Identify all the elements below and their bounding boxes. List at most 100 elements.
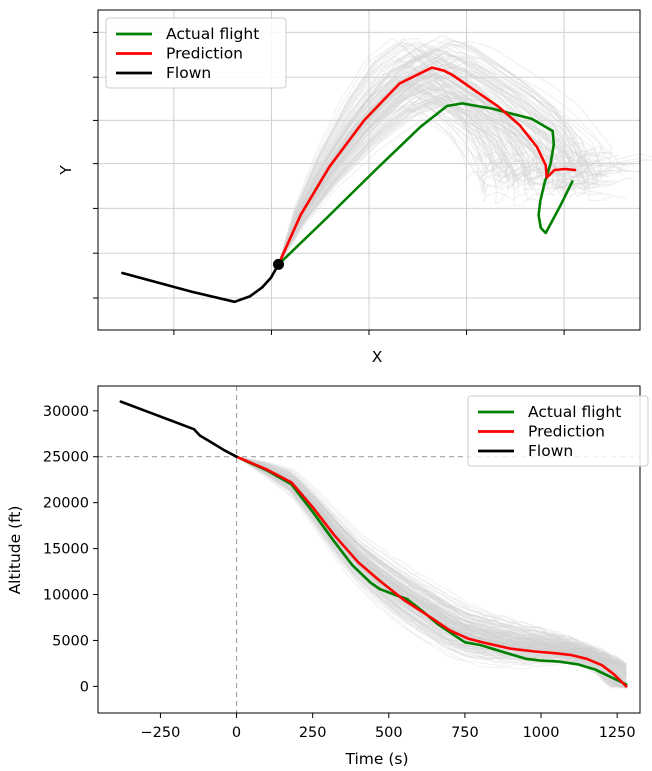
- bottom-ensemble-trajectory: [236, 456, 627, 666]
- bottom-ensemble-trajectory: [236, 456, 627, 668]
- bottom-ensemble-trajectory: [236, 456, 627, 679]
- top-ensemble-trajectory: [277, 48, 514, 265]
- top-series-flown: [121, 263, 280, 304]
- bottom-ensemble-trajectory: [236, 456, 627, 668]
- bottom-x-tick-label-2: 250: [299, 725, 327, 741]
- bottom-ensemble-trajectory: [236, 456, 627, 685]
- top-ensemble-trajectory: [278, 91, 617, 265]
- top-ensemble-trajectory: [277, 38, 603, 265]
- top-legend-label-prediction: Prediction: [166, 45, 243, 63]
- top-ensemble-trajectory: [277, 38, 509, 265]
- top-ensemble-trajectory: [277, 44, 604, 265]
- bottom-ensemble-trajectory: [236, 456, 627, 665]
- top-ensemble-trajectory: [277, 43, 619, 265]
- bottom-ensemble-trajectory: [236, 456, 627, 688]
- bottom-ensemble-trajectory: [236, 456, 627, 686]
- top-ensemble-trajectory: [277, 54, 566, 265]
- bottom-x-tick-label-4: 750: [451, 725, 479, 741]
- top-ensemble-trajectory: [277, 78, 520, 265]
- top-ensemble-trajectory: [278, 101, 578, 265]
- top-ensemble-trajectory: [278, 86, 572, 265]
- top-ensemble-trajectory: [277, 38, 523, 265]
- bottom-ensemble-trajectory: [236, 456, 627, 666]
- top-ensemble-trajectory: [278, 67, 641, 265]
- bottom-ensemble-trajectory: [236, 456, 627, 668]
- bottom-ensemble-trajectory: [236, 456, 627, 668]
- bottom-series-prediction: [235, 455, 628, 688]
- bottom-ensemble-trajectory: [236, 456, 627, 688]
- top-ensemble-trajectory: [277, 82, 520, 265]
- bottom-ensemble-trajectory: [236, 456, 627, 671]
- bottom-x-tick-label-0: −250: [141, 725, 181, 741]
- bottom-ensemble-trajectory: [236, 456, 627, 688]
- top-ensemble-trajectory: [278, 40, 652, 265]
- bottom-ensemble-trajectory: [236, 456, 627, 689]
- bottom-ensemble-trajectory: [236, 456, 627, 687]
- top-ensemble-trajectory: [278, 65, 625, 265]
- bottom-ensemble-trajectory: [236, 456, 627, 687]
- top-ensemble-trajectory: [277, 78, 510, 265]
- top-ensemble-trajectory: [277, 48, 555, 265]
- bottom-ensemble-trajectory: [236, 456, 627, 676]
- top-ensemble-trajectory: [278, 51, 631, 265]
- bottom-x-tick-label-3: 500: [375, 725, 403, 741]
- top-ensemble-trajectory: [278, 97, 585, 265]
- bottom-ensemble-trajectory: [236, 456, 627, 686]
- top-ensemble-trajectory: [278, 66, 597, 265]
- top-ensemble-trajectory: [278, 55, 606, 265]
- bottom-ensemble-trajectory: [236, 456, 627, 666]
- bottom-ensemble-trajectory: [236, 456, 627, 685]
- bottom-legend-label-prediction: Prediction: [528, 423, 605, 441]
- bottom-ensemble-trajectory: [236, 456, 627, 688]
- top-series-actual-flight: [277, 102, 574, 266]
- bottom-ensemble-trajectory: [236, 456, 627, 667]
- bottom-ensemble-trajectory: [236, 456, 627, 687]
- bottom-ensemble-trajectory: [236, 456, 627, 672]
- bottom-ensemble-trajectory: [236, 456, 627, 689]
- top-ensemble-trajectory: [277, 40, 608, 265]
- top-ensemble-trajectory: [278, 69, 594, 265]
- top-ensemble-trajectory: [277, 55, 545, 265]
- bottom-ensemble-trajectory: [236, 456, 627, 672]
- top-ensemble-trajectory: [277, 79, 510, 265]
- bottom-ensemble-trajectory: [236, 456, 627, 680]
- top-ensemble-trajectory: [277, 65, 510, 265]
- bottom-ensemble-trajectory: [236, 456, 627, 665]
- bottom-ensemble-trajectory: [236, 456, 627, 670]
- top-ensemble-trajectory: [278, 71, 628, 265]
- top-ensemble-trajectory: [277, 41, 547, 265]
- bottom-legend-label-flown: Flown: [528, 442, 573, 460]
- top-ensemble-trajectory: [277, 59, 500, 265]
- top-ensemble-trajectory: [277, 83, 529, 265]
- altitude-time-plot: −250 0 250 500 750 1000 1250 0 5000 10000 15000 200…: [6, 385, 649, 768]
- bottom-ensemble-trajectory: [236, 456, 627, 688]
- bottom-ensemble-trajectory: [236, 456, 627, 684]
- current-position-marker: [272, 258, 284, 270]
- top-ensemble-trajectory: [278, 97, 635, 265]
- bottom-ensemble-trajectory: [236, 456, 627, 671]
- bottom-ensemble-trajectory: [236, 456, 627, 684]
- bottom-ensemble-trajectory: [236, 456, 627, 679]
- bottom-ensemble-trajectory: [236, 456, 627, 675]
- top-ensemble-trajectory: [277, 74, 570, 265]
- top-ensemble-trajectory: [278, 67, 611, 265]
- top-ensemble-trajectory: [278, 100, 597, 265]
- bottom-y-tick-label-2: 10000: [43, 588, 89, 604]
- top-ensemble-trajectory: [277, 45, 518, 265]
- top-ensemble-trajectory: [278, 96, 601, 265]
- top-ensemble-trajectory: [277, 83, 528, 265]
- bottom-ensemble-trajectory: [236, 456, 627, 677]
- top-ensemble-trajectory: [278, 82, 625, 265]
- bottom-ensemble-trajectory: [236, 456, 627, 687]
- top-markers: [272, 258, 284, 270]
- top-ensemble-trajectory: [277, 82, 537, 265]
- top-ensemble-trajectory: [278, 90, 546, 265]
- top-ensemble-trajectory: [278, 63, 597, 265]
- top-ensemble-trajectory: [278, 58, 629, 265]
- top-ensemble-trajectory: [278, 55, 634, 265]
- top-legend-box: [105, 17, 287, 89]
- bottom-ensemble-trajectory: [236, 456, 627, 683]
- bottom-ensemble-trajectory: [236, 456, 627, 678]
- bottom-ensemble-trajectory: [236, 456, 627, 667]
- bottom-x-tick-label-1: 0: [232, 725, 241, 741]
